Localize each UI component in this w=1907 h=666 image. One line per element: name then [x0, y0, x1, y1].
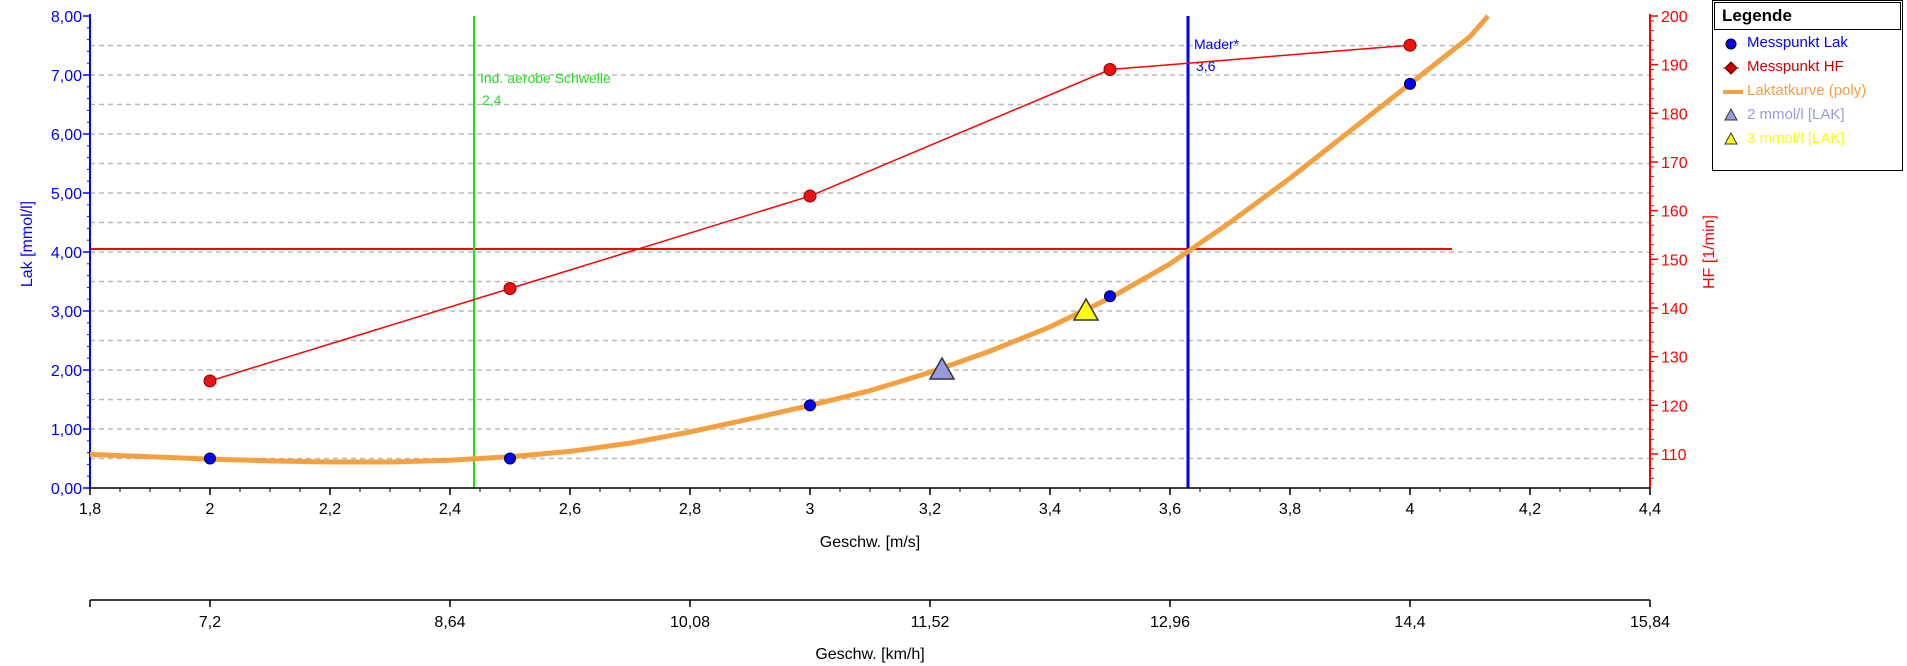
x2-tick-label: 8,64 [434, 614, 465, 631]
y-left-axis-label: Lak [mmol/l] [19, 201, 36, 287]
legend-title: Legende [1714, 2, 1901, 30]
x-axis-label: Geschw. [m/s] [820, 534, 920, 551]
x-tick-label: 2,6 [559, 501, 581, 518]
x-tick-label: 3,6 [1159, 501, 1181, 518]
y-left-tick-label: 6,00 [51, 127, 82, 144]
legend-symbol-triangle-icon [1723, 129, 1743, 149]
lactate-curve-line [89, 14, 1490, 465]
x-tick-label: 3,4 [1039, 501, 1061, 518]
legend-item-label: Laktatkurve (poly) [1747, 82, 1867, 99]
x-tick-label: 2 [206, 501, 215, 518]
legend-item-label: 3 mmol/l [LAK] [1747, 130, 1845, 147]
x2-tick-label: 11,52 [911, 614, 950, 631]
y-right-tick-label: 140 [1661, 301, 1688, 318]
aerobic-threshold-value: 2,4 [482, 92, 502, 108]
lak-point [1104, 290, 1116, 303]
hf-point [803, 189, 817, 203]
legend-item: 3 mmol/l [LAK] [1713, 127, 1902, 151]
legend-item: Messpunkt Lak [1713, 31, 1902, 55]
x-tick-label: 3 [806, 501, 815, 518]
x2-tick-label: 15,84 [1630, 614, 1670, 631]
axes: 0,00 1,00 2,00 3,00 4,00 5,00 6,00 7,00 8,00 110 1… [51, 9, 1688, 631]
legend-item: 2 mmol/l [LAK] [1713, 103, 1902, 127]
x-tick-label: 3,8 [1279, 501, 1301, 518]
marker-2mmol [928, 356, 956, 380]
legend-symbol-line-icon [1723, 81, 1743, 101]
y-left-tick-label: 2,00 [51, 363, 82, 380]
mader-threshold-value: 3,6 [1196, 58, 1216, 74]
x2-tick-label: 10,08 [670, 614, 710, 631]
hf-point [503, 281, 517, 295]
y-left-tick-label: 1,00 [51, 422, 82, 439]
legend-symbol-diamond-icon [1723, 57, 1743, 77]
x-tick-label: 4,2 [1519, 501, 1541, 518]
legend-items: Messpunkt Lak Messpunkt HF Laktatkurve (po… [1713, 31, 1902, 151]
legend: Legende Messpunkt Lak Messpunkt HF Laktatk… [1712, 0, 1903, 171]
grid-lines [90, 44, 1650, 460]
y-left-tick-label: 8,00 [51, 9, 82, 26]
legend-item-label: Messpunkt Lak [1747, 34, 1848, 51]
lak-point [1404, 77, 1416, 90]
y-left-tick-label: 7,00 [51, 68, 82, 85]
y-right-tick-label: 180 [1661, 106, 1688, 123]
y-right-tick-label: 190 [1661, 58, 1688, 75]
y-right-tick-label: 130 [1661, 350, 1688, 367]
lak-point [504, 452, 516, 465]
y-right-axis-label: HF [1/min] [1701, 215, 1718, 289]
legend-item: Laktatkurve (poly) [1713, 79, 1902, 103]
x-tick-label: 2,4 [439, 501, 461, 518]
x-tick-label: 4 [1406, 501, 1415, 518]
hf-point [1403, 38, 1417, 52]
y-left-tick-label: 5,00 [51, 186, 82, 203]
x-tick-label: 2,8 [679, 501, 701, 518]
hf-point [203, 374, 217, 388]
y-right-tick-label: 160 [1661, 204, 1688, 221]
hf-point [1103, 63, 1117, 77]
x-tick-label: 1,8 [79, 501, 101, 518]
y-right-tick-label: 110 [1661, 447, 1687, 464]
legend-item: Messpunkt HF [1713, 55, 1902, 79]
y-right-tick-label: 170 [1661, 155, 1688, 172]
mader-threshold-label: Mader* [1194, 36, 1240, 52]
y-right-tick-label: 120 [1661, 398, 1688, 415]
legend-symbol-circle-icon [1723, 33, 1743, 53]
x2-tick-label: 14,4 [1394, 614, 1425, 631]
y-left-tick-label: 4,00 [51, 245, 82, 262]
series-group [89, 14, 1490, 465]
x-tick-label: 3,2 [919, 501, 941, 518]
point-marks [203, 38, 1417, 465]
hf-series-line [209, 44, 1411, 382]
y-left-tick-label: 3,00 [51, 304, 82, 321]
y-right-tick-label: 200 [1661, 9, 1688, 26]
y-left-tick-label: 0,00 [51, 481, 82, 498]
x-tick-label: 4,4 [1639, 501, 1661, 518]
x2-axis-label: Geschw. [km/h] [815, 646, 924, 663]
legend-symbol-triangle-icon [1723, 105, 1743, 125]
marker-3mmol [1072, 297, 1100, 321]
legend-item-label: 2 mmol/l [LAK] [1747, 106, 1845, 123]
aerobic-threshold-label: Ind. aerobe Schwelle [480, 70, 611, 86]
chart-labels: Geschw. [m/s] Geschw. [km/h] Lak [mmol/l… [19, 201, 1718, 663]
lak-point [204, 452, 216, 465]
legend-item-label: Messpunkt HF [1747, 58, 1844, 75]
y-right-tick-label: 150 [1661, 252, 1688, 269]
lak-point [804, 399, 816, 412]
x-tick-label: 2,2 [319, 501, 341, 518]
x2-tick-label: 12,96 [1150, 614, 1190, 631]
x2-tick-label: 7,2 [199, 614, 221, 631]
